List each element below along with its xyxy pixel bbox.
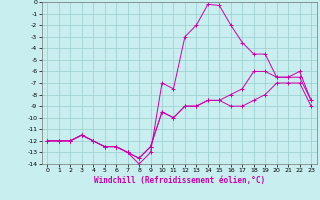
X-axis label: Windchill (Refroidissement éolien,°C): Windchill (Refroidissement éolien,°C) — [94, 176, 265, 185]
